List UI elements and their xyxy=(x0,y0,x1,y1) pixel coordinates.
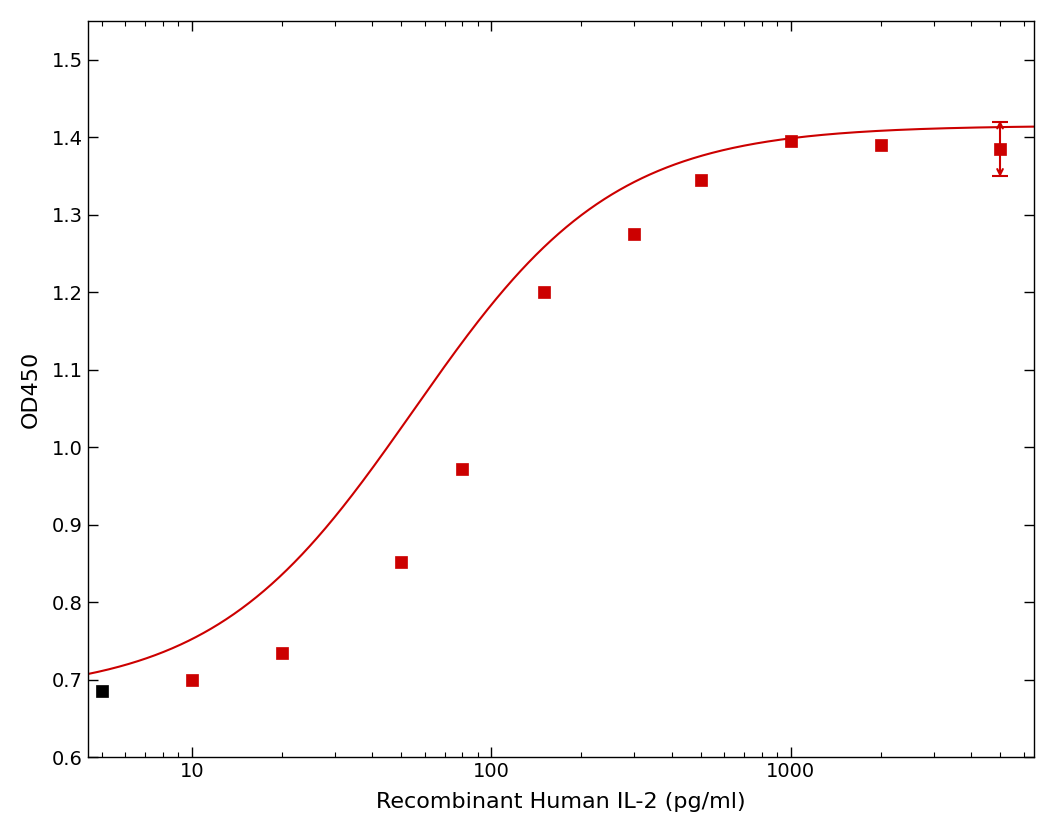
X-axis label: Recombinant Human IL-2 (pg/ml): Recombinant Human IL-2 (pg/ml) xyxy=(377,792,746,812)
Y-axis label: OD450: OD450 xyxy=(21,351,41,427)
